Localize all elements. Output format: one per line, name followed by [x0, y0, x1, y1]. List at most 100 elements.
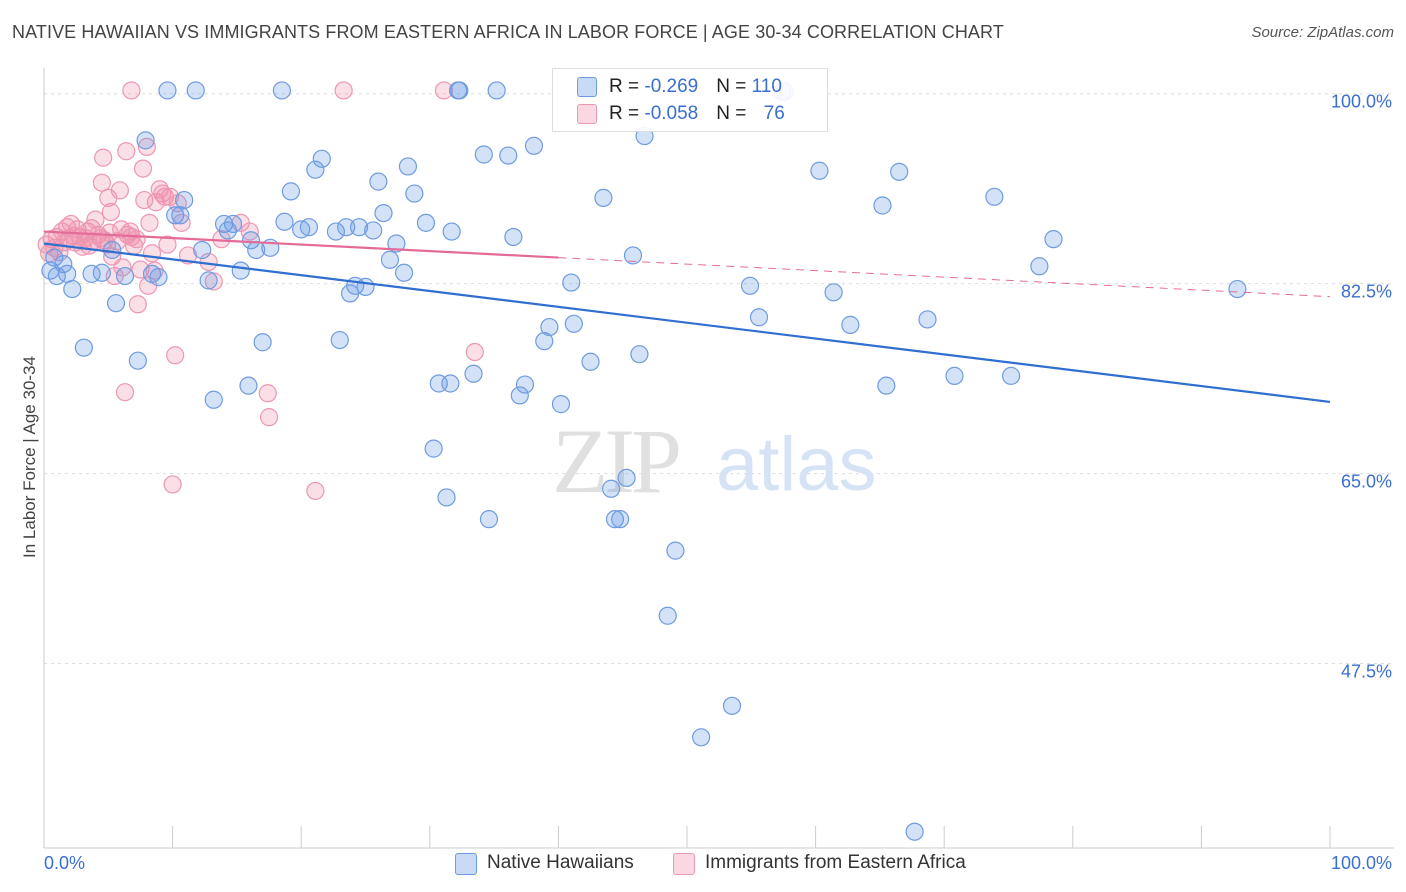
native-hawaiians-point: [106, 294, 126, 313]
native-hawaiians-point: [810, 161, 829, 180]
eastern-africa-point: [172, 213, 191, 232]
native-hawaiians-point: [306, 160, 325, 179]
native-hawaiians-point: [356, 277, 375, 296]
native-hawaiians-point: [611, 510, 630, 529]
y-tick-label: 65.0%: [1341, 472, 1392, 492]
native-hawaiians-point: [193, 240, 212, 260]
native-hawaiians-point: [416, 213, 436, 232]
native-hawaiians-point: [58, 264, 77, 283]
native-hawaiians-point: [231, 261, 250, 280]
native-hawaiians-point: [877, 376, 896, 395]
legend-n-value: 110: [751, 76, 782, 97]
eastern-africa-point: [137, 137, 156, 156]
native-hawaiians-point: [945, 366, 964, 385]
native-hawaiians-point: [474, 145, 493, 164]
native-hawaiians-point: [658, 606, 677, 625]
bottom-legend-swatch-blue: [455, 853, 477, 875]
trend-line-solid: [43, 242, 1331, 404]
eastern-africa-point: [133, 159, 153, 178]
y-axis-label: In Labor Force | Age 30-34: [20, 356, 39, 558]
x-tick-label: 100.0%: [1331, 853, 1392, 873]
native-hawaiians-point: [602, 479, 621, 498]
eastern-africa-point: [158, 235, 177, 254]
native-hawaiians-point: [299, 218, 319, 237]
native-hawaiians-point: [740, 276, 760, 295]
native-hawaiians-point: [841, 315, 860, 334]
native-hawaiians-point: [524, 136, 544, 155]
native-hawaiians-point: [349, 218, 369, 237]
native-hawaiians-point: [666, 541, 685, 560]
eastern-africa-point: [108, 232, 127, 251]
native-hawaiians-point: [441, 374, 460, 393]
eastern-africa-point: [259, 408, 279, 427]
eastern-africa-point: [117, 142, 136, 161]
native-hawaiians-point: [103, 240, 122, 260]
native-hawaiians-point: [630, 345, 649, 364]
legend-r-label: R =: [609, 103, 645, 124]
native-hawaiians-point: [873, 196, 892, 215]
native-hawaiians-point: [54, 255, 73, 274]
native-hawaiians-point: [171, 206, 190, 225]
native-hawaiians-point: [905, 822, 924, 841]
eastern-africa-point: [128, 295, 147, 314]
eastern-africa-point: [127, 230, 146, 249]
chart-title: NATIVE HAWAIIAN VS IMMIGRANTS FROM EASTE…: [12, 22, 1004, 42]
native-hawaiians-point: [562, 273, 581, 292]
eastern-africa-point: [258, 384, 277, 403]
source-label: Source: ZipAtlas.com: [1251, 24, 1394, 41]
trend-line-dashed: [558, 257, 1331, 298]
native-hawaiians-point: [692, 728, 711, 747]
native-hawaiians-point: [405, 184, 424, 203]
native-hawaiians-point: [551, 395, 571, 414]
legend-n-label: N =: [716, 103, 752, 124]
y-tick-label: 47.5%: [1341, 661, 1392, 681]
eastern-africa-point: [131, 260, 150, 279]
native-hawaiians-point: [175, 190, 194, 210]
eastern-africa-point: [115, 383, 135, 402]
native-hawaiians-point: [499, 146, 518, 165]
native-hawaiians-point: [540, 317, 559, 337]
native-hawaiians-point: [92, 263, 111, 282]
native-hawaiians-point: [74, 338, 93, 357]
native-hawaiians-point: [535, 332, 554, 351]
legend-n-value: 76: [763, 103, 785, 124]
native-hawaiians-point: [1044, 230, 1063, 249]
x-tick-labels: 0.0% 100.0%: [44, 853, 1392, 873]
eastern-africa-point: [434, 81, 454, 100]
native-hawaiians-point: [364, 221, 383, 240]
eastern-africa-point: [92, 173, 111, 192]
eastern-africa-point: [97, 235, 117, 254]
series-native-hawaiians-points: [41, 81, 1247, 841]
native-hawaiians-point: [437, 488, 456, 507]
eastern-africa-point: [306, 481, 325, 501]
eastern-africa-point: [94, 148, 113, 167]
native-hawaiians-point: [223, 214, 243, 234]
eastern-africa-point: [110, 181, 129, 200]
native-hawaiians-point: [149, 268, 168, 287]
bottom-legend-label: Native Hawaiians: [487, 852, 634, 873]
eastern-africa-point: [166, 346, 185, 365]
eastern-africa-point: [334, 81, 353, 100]
native-hawaiians-point: [158, 81, 177, 100]
eastern-africa-point: [50, 243, 69, 262]
native-hawaiians-point: [564, 314, 583, 333]
bottom-legend-label: Immigrants from Eastern Africa: [705, 852, 966, 873]
native-hawaiians-point: [890, 162, 909, 181]
native-hawaiians-point: [504, 227, 523, 247]
eastern-africa-point: [140, 213, 159, 232]
legend-swatch-blue: [577, 77, 597, 97]
native-hawaiians-point: [1030, 257, 1049, 276]
native-hawaiians-point: [374, 203, 393, 223]
native-hawaiians-point: [380, 250, 400, 269]
native-hawaiians-point: [424, 439, 443, 458]
native-hawaiians-point: [128, 351, 147, 370]
native-hawaiians-point: [326, 222, 346, 241]
eastern-africa-point: [163, 475, 182, 494]
y-tick-labels: 100.0% 82.5% 65.0% 47.5%: [1331, 92, 1392, 682]
native-hawaiians-point: [1228, 279, 1247, 299]
series-eastern-africa-points: [37, 81, 484, 501]
native-hawaiians-point: [487, 81, 506, 100]
watermark: ZIP atlas: [552, 410, 877, 512]
native-hawaiians-point: [581, 352, 600, 371]
